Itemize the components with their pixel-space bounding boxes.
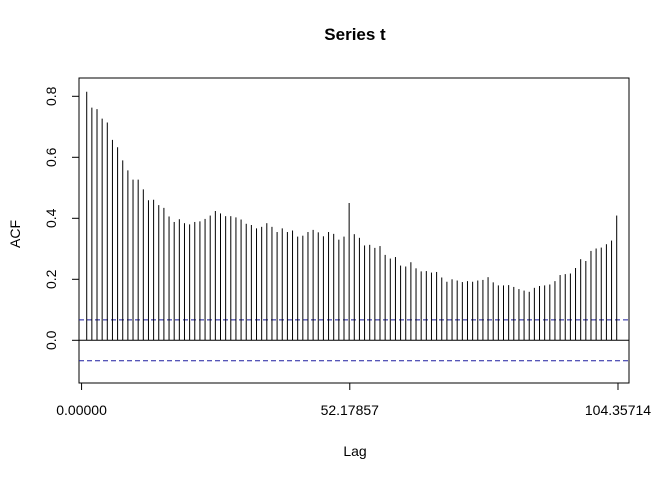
y-axis: 0.0 0.2 0.4 0.6 0.8 (43, 86, 80, 350)
y-tick-label: 0.4 (43, 208, 59, 228)
x-axis-label: Lag (343, 443, 366, 459)
x-axis: 0.00000 52.17857 104.35714 (56, 382, 651, 418)
x-tick-label: 0.00000 (56, 402, 107, 418)
y-axis-label: ACF (7, 220, 23, 248)
acf-bars (86, 91, 618, 341)
x-tick-label: 52.17857 (321, 402, 380, 418)
y-tick-label: 0.6 (43, 147, 59, 167)
chart-title: Series t (324, 25, 386, 44)
y-tick-label: 0.8 (43, 86, 59, 106)
x-tick-label: 104.35714 (585, 402, 651, 418)
y-tick-label: 0.2 (43, 269, 59, 289)
y-tick-label: 0.0 (43, 330, 59, 350)
